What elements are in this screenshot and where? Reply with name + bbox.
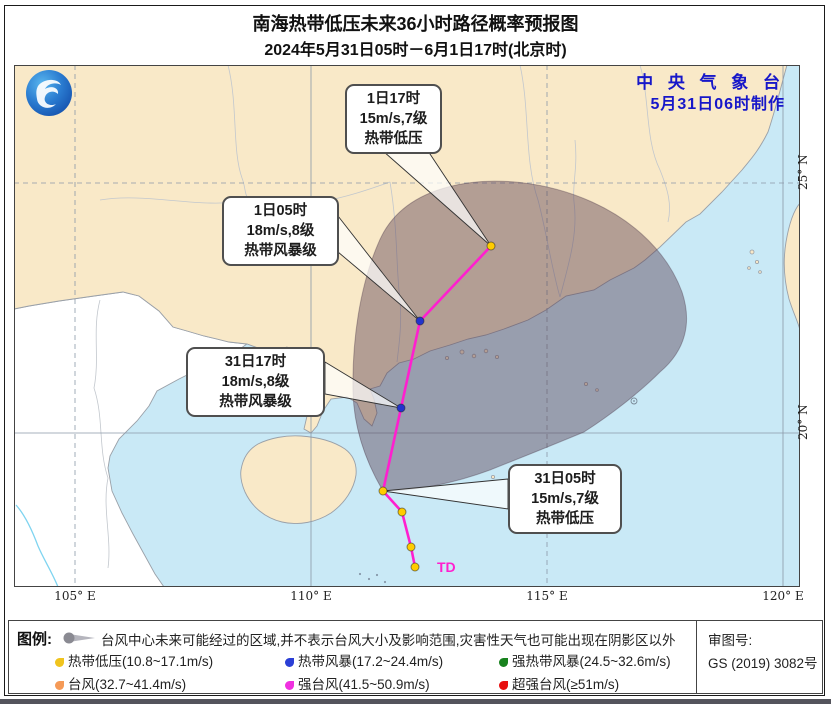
lon-label-110e: 110° E — [290, 589, 332, 603]
legend-title: 图例: — [17, 631, 52, 648]
callout-pointers — [324, 150, 509, 510]
callout-wind: 18m/s,8级 — [221, 374, 290, 390]
callout-31d05h: 31日05时 15m/s,7级 热带低压 — [508, 464, 622, 534]
lat-label-25n: 25° N — [796, 154, 810, 190]
china-land — [14, 65, 788, 434]
legend-divider — [696, 621, 697, 693]
callout-wind: 18m/s,8级 — [246, 223, 315, 239]
callout-1d05h: 1日05时 18m/s,8级 热带风暴级 — [222, 196, 339, 266]
legend-item-td: 热带低压(10.8~17.1m/s) — [55, 650, 213, 670]
cma-logo-icon — [26, 70, 72, 116]
callout-31d17h: 31日17时 18m/s,8级 热带风暴级 — [186, 347, 325, 417]
legend-item-superty: 超强台风(≥51m/s) — [499, 673, 619, 693]
bottom-rule — [0, 699, 831, 704]
lat-label-20n: 20° N — [796, 404, 810, 440]
forecast-probability-cone — [352, 180, 688, 492]
legend-item-ts: 热带风暴(17.2~24.4m/s) — [285, 650, 443, 670]
td-label: TD — [437, 559, 456, 575]
callout-time: 31日17时 — [224, 354, 287, 370]
lon-label-120e: 120° E — [762, 589, 804, 603]
legend-note: 台风中心未来可能经过的区域,并不表示台风大小及影响范围,灾害性天气也可能出现在阴… — [101, 633, 676, 648]
lon-label-115e: 115° E — [526, 589, 568, 603]
typhoon-track: TD — [378, 241, 496, 575]
map-review-number: 审图号: GS (2019) 3082号 — [708, 633, 818, 671]
legend-item-sts: 强热带风暴(24.5~32.6m/s) — [499, 650, 671, 670]
sty-marker-icon — [285, 681, 294, 690]
cone-legend-icon — [63, 632, 95, 644]
td-marker-icon — [55, 658, 64, 667]
ts-marker-icon — [285, 658, 294, 667]
callout-wind: 15m/s,7级 — [359, 111, 428, 127]
credit-issued: 5月31日06时制作 — [650, 96, 785, 113]
credit-agency: 中 央 气 象 台 — [636, 73, 785, 92]
callout-time: 1日17时 — [366, 91, 421, 107]
callout-category: 热带风暴级 — [219, 394, 292, 410]
callout-time: 1日05时 — [253, 203, 308, 219]
small-islands — [444, 249, 762, 479]
superty-marker-icon — [499, 681, 508, 690]
callout-category: 热带低压 — [536, 511, 594, 527]
legend-item-sty: 强台风(41.5~50.9m/s) — [285, 673, 430, 693]
callout-time: 31日05时 — [534, 471, 596, 487]
river — [15, 504, 59, 587]
legend-item-ty: 台风(32.7~41.4m/s) — [55, 673, 186, 693]
callout-category: 热带风暴级 — [244, 243, 317, 259]
track-point-past — [397, 507, 407, 517]
track-point-current — [378, 486, 388, 496]
reef-specks — [358, 572, 387, 584]
sts-marker-icon — [499, 658, 508, 667]
page-subtitle: 2024年5月31日05时－6月1日17时(北京时) — [264, 42, 567, 59]
callout-wind: 15m/s,7级 — [531, 491, 599, 507]
dongsha-atoll — [630, 397, 638, 405]
track-point-past — [410, 562, 420, 572]
hainan-island — [240, 435, 357, 524]
legend-panel: 图例: 台风中心未来可能经过的区域,并不表示台风大小及影响范围,灾害性天气也可能… — [8, 620, 823, 694]
track-point-past — [406, 542, 416, 552]
track-point-forecast — [396, 403, 406, 413]
callout-1d17h: 1日17时 15m/s,7级 热带低压 — [345, 84, 442, 154]
taiwan-island — [783, 202, 800, 331]
page-title: 南海热带低压未来36小时路径概率预报图 — [252, 14, 579, 34]
credit-block: 中 央 气 象 台 5月31日06时制作 — [480, 72, 785, 116]
track-point-forecast — [486, 241, 496, 251]
callout-category: 热带低压 — [364, 131, 423, 147]
lon-label-105e: 105° E — [54, 589, 96, 603]
ty-marker-icon — [55, 681, 64, 690]
track-point-forecast — [415, 316, 425, 326]
